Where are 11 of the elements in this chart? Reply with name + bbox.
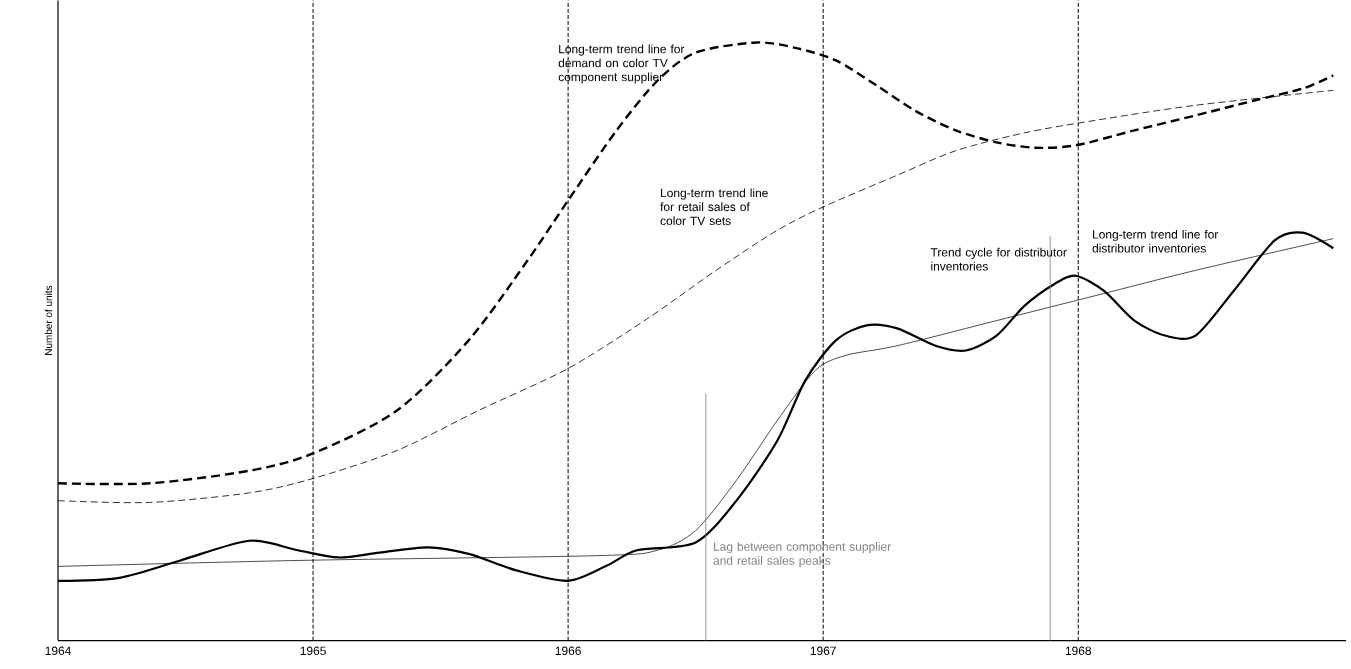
- x-tick-label: 1966: [555, 646, 581, 656]
- annotation: Long-term trend line for retail sales of color TV sets: [660, 188, 768, 226]
- annotation: Lag between component supplier and retail sales peaks: [713, 542, 891, 568]
- x-tick-label: 1968: [1065, 646, 1092, 656]
- y-axis-title: Number of units: [44, 286, 53, 356]
- annotation: Trend cycle for distributor inventories: [930, 248, 1067, 271]
- x-tick-label: 1967: [810, 646, 836, 656]
- x-tick-label: 1965: [300, 646, 326, 656]
- annotation: Long-term trend line for demand on color TV component supplier: [558, 44, 685, 84]
- annotation: Long-term trend line for distributor inventories: [1092, 230, 1219, 253]
- x-tick-label: 1964: [45, 646, 71, 656]
